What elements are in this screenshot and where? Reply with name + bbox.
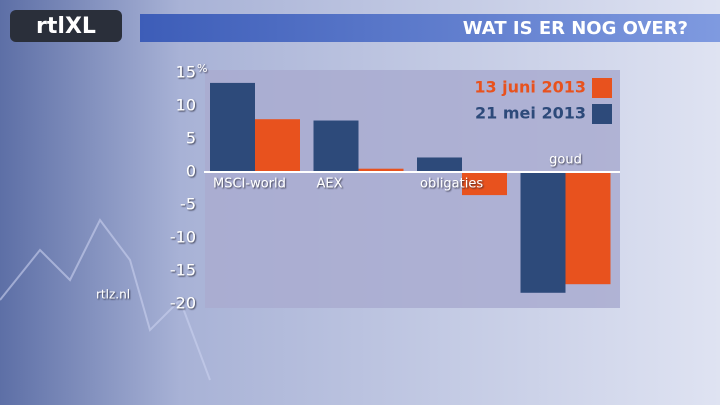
bar bbox=[565, 172, 611, 285]
title-bar bbox=[140, 14, 720, 42]
x-tick-label: MSCI-world bbox=[213, 177, 286, 192]
title: WAT IS ER NOG OVER? bbox=[463, 18, 688, 39]
y-tick-label: 0 bbox=[186, 162, 196, 181]
website: rtlz.nl bbox=[96, 288, 130, 302]
decor-line bbox=[0, 218, 211, 381]
bar bbox=[358, 168, 404, 172]
x-tick-label: AEX bbox=[317, 177, 343, 192]
bar bbox=[255, 119, 300, 172]
y-tick-label: -15 bbox=[170, 261, 196, 280]
bar bbox=[417, 157, 462, 172]
y-tick-label: -5 bbox=[180, 195, 196, 214]
bar bbox=[210, 82, 255, 172]
x-tick-label: obligaties bbox=[420, 177, 483, 192]
legend-label: 21 mei 2013 bbox=[475, 104, 586, 123]
logo: rtlXL bbox=[36, 14, 96, 39]
y-tick-label: 5 bbox=[186, 129, 196, 148]
bar bbox=[520, 172, 566, 293]
logo-box bbox=[10, 10, 122, 42]
plot: -20 -15 -10 -5 0 5 10 15 % MSCI-world AEX obligatie… bbox=[170, 62, 620, 313]
x-tick-label: goud bbox=[549, 153, 582, 168]
y-tick-label: -10 bbox=[170, 228, 196, 247]
bar bbox=[313, 120, 359, 172]
bar bbox=[462, 172, 507, 196]
y-tick-label: 15 bbox=[176, 63, 196, 82]
legend-label: 13 juni 2013 bbox=[474, 78, 586, 97]
y-tick-label: -20 bbox=[170, 294, 196, 313]
y-unit: % bbox=[197, 62, 207, 75]
legend-swatch bbox=[592, 78, 612, 98]
y-tick-label: 10 bbox=[176, 96, 196, 115]
legend-swatch bbox=[592, 104, 612, 124]
